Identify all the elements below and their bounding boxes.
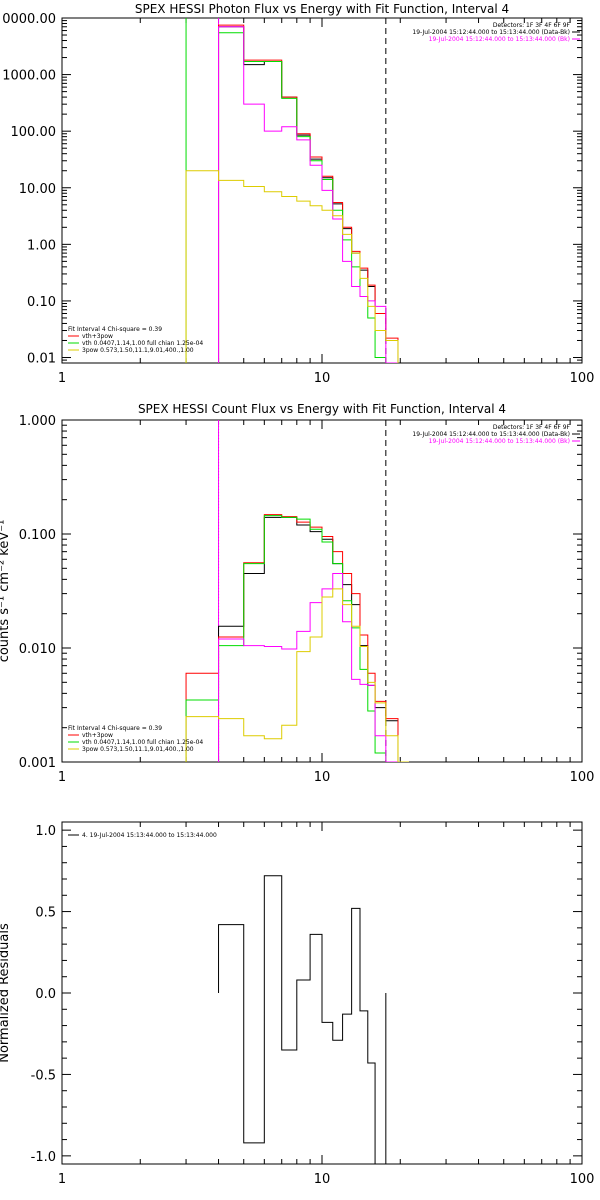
series-line-1 xyxy=(218,875,387,1164)
x-tick-label: 1 xyxy=(58,770,66,785)
y-tick-label: 1.0 xyxy=(35,824,56,839)
y-tick-label: 0000.00 xyxy=(2,12,56,27)
info-line: 19-Jul-2004 15:12:44.000 to 15:13:44.000… xyxy=(429,438,570,445)
chart-title: SPEX HESSI Photon Flux vs Energy with Fi… xyxy=(135,2,509,16)
series-line-3 xyxy=(185,515,398,762)
legend-entry: 3pow 0.573,1.50,11.1,9.01,400.,1.00 xyxy=(82,746,194,753)
series-line-5 xyxy=(185,588,409,762)
y-tick-label: 1.00 xyxy=(27,238,56,253)
info-line: 19-Jul-2004 15:12:44.000 to 15:13:44.000… xyxy=(429,36,570,43)
info-line: Detectors: 1F 3F 4F 6F 9F xyxy=(493,22,571,29)
x-tick-label: 10 xyxy=(314,770,331,785)
x-tick-label: 10 xyxy=(314,1172,331,1187)
y-axis-title: Normalized Residuals xyxy=(0,923,12,1063)
x-tick-label: 1 xyxy=(58,371,66,386)
series-line-2 xyxy=(185,514,399,762)
series-line-2 xyxy=(218,24,399,363)
y-tick-label: -1.0 xyxy=(31,1150,56,1165)
x-tick-label: 100 xyxy=(570,770,595,785)
y-axis-title: counts s⁻¹ cm⁻² keV⁻¹ xyxy=(0,520,12,663)
chart-panel-3: 1 10 100 -1.0 -0.5 0.0 0.5 1.0 Normalized Residu… xyxy=(0,821,595,1187)
y-tick-label: 0.100 xyxy=(19,528,56,543)
chart-panel-1: SPEX HESSI Photon Flux vs Energy with Fi… xyxy=(2,2,594,386)
series-line-4 xyxy=(218,573,398,762)
info-line: Detectors: 1F 3F 4F 6F 9F xyxy=(493,424,571,431)
info-line: 19-Jul-2004 15:12:44.000 to 15:13:44.000… xyxy=(412,431,570,438)
x-tick-label: 100 xyxy=(570,371,595,386)
series-group xyxy=(218,875,387,1164)
series-line-1 xyxy=(218,516,399,762)
legend-entry: vth+3pow xyxy=(82,333,113,340)
y-tick-label: -0.5 xyxy=(31,1068,56,1083)
info-line: 19-Jul-2004 15:12:44.000 to 15:13:44.000… xyxy=(412,29,570,36)
series-line-5 xyxy=(185,170,399,363)
x-tick-label: 100 xyxy=(570,1172,595,1187)
y-tick-label: 0.001 xyxy=(19,756,56,771)
legend-entry: vth+3pow xyxy=(82,732,113,739)
y-tick-label: 1.000 xyxy=(19,414,56,429)
y-tick-label: 0.0 xyxy=(35,987,56,1002)
series-line-4 xyxy=(218,26,398,363)
chart-title: SPEX HESSI Count Flux vs Energy with Fit… xyxy=(138,402,506,416)
legend-entry: vth 0.0407,1.14,1.00 full chian 1.25e-04 xyxy=(82,340,203,347)
x-tick-label: 10 xyxy=(314,371,331,386)
y-tick-label: 0.10 xyxy=(27,295,56,310)
series-line-3 xyxy=(218,32,398,363)
series-group xyxy=(185,24,399,363)
legend-entry: Fit Interval 4 Chi-square = 0.39 xyxy=(68,326,162,333)
y-tick-label: 0.010 xyxy=(19,642,56,657)
legend-entry: vth 0.0407,1.14,1.00 full chian 1.25e-04 xyxy=(82,739,203,746)
legend-entry: Fit Interval 4 Chi-square = 0.39 xyxy=(68,725,162,732)
series-group xyxy=(185,514,409,762)
y-tick-label: 1000.00 xyxy=(2,69,56,84)
legend-entry: 4. 19-Jul-2004 15:13:44.000 to 15:13:44.… xyxy=(82,832,217,839)
chart-panel-2: SPEX HESSI Count Flux vs Energy with Fit… xyxy=(0,402,594,785)
legend-entry: 3pow 0.573,1.50,11.1,9.01,400.,1.00 xyxy=(82,347,194,354)
y-tick-label: 100.00 xyxy=(11,125,57,140)
y-tick-label: 0.5 xyxy=(35,906,56,921)
y-tick-label: 10.00 xyxy=(19,182,56,197)
series-line-1 xyxy=(218,26,399,363)
x-tick-label: 1 xyxy=(58,1172,66,1187)
y-tick-label: 0.01 xyxy=(27,352,56,367)
